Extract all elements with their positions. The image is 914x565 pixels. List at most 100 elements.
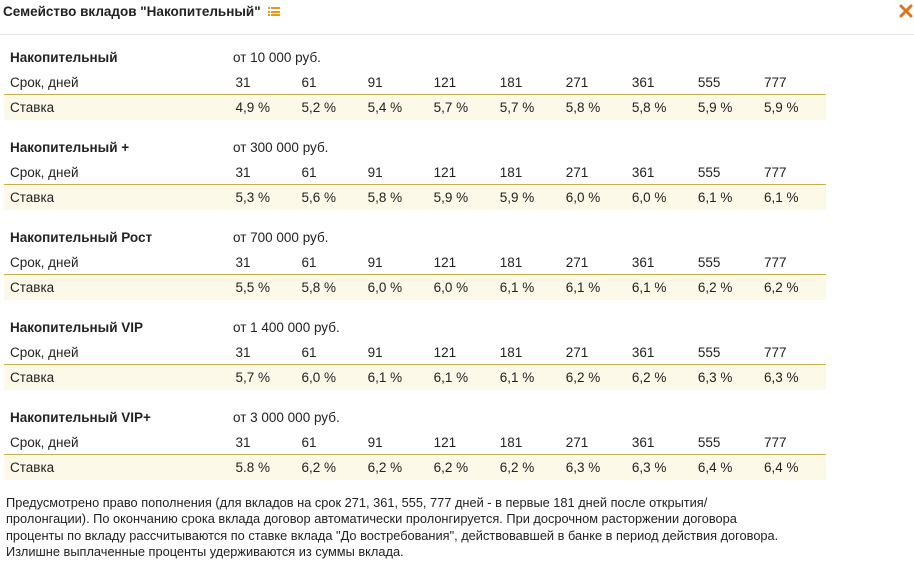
- product-name: Накопительный Рост: [10, 230, 153, 245]
- rate-value: 6,4 %: [697, 460, 733, 475]
- product-name-row: Накопительный VIP от 1 400 000 руб.: [4, 315, 826, 340]
- rate-value: 6,1 %: [499, 280, 535, 295]
- term-value: 777: [763, 164, 787, 180]
- product-name: Накопительный: [10, 50, 118, 65]
- term-value: 121: [433, 164, 457, 180]
- term-value: 777: [763, 344, 787, 360]
- rate-value: 6,0 %: [433, 280, 469, 295]
- rate-row: Ставка 5,7 % 6,0 % 6,1 % 6,1 % 6,1 % 6,2 % 6,2 …: [4, 365, 826, 390]
- product-name: Накопительный +: [10, 140, 130, 155]
- product-name: Накопительный VIP+: [10, 410, 151, 425]
- product-min-amount: от 700 000 руб.: [233, 230, 329, 245]
- list-icon[interactable]: [267, 7, 280, 16]
- term-value: 181: [499, 164, 523, 180]
- term-value: 61: [301, 344, 317, 360]
- dialog-title: Семейство вкладов "Накопительный": [3, 4, 280, 19]
- term-value: 361: [631, 434, 655, 450]
- deposit-product: Накопительный + от 300 000 руб. Срок, дней…: [4, 135, 826, 225]
- term-value: 555: [697, 74, 721, 90]
- rate-value: 6,1 %: [433, 370, 469, 385]
- note-line: Предусмотрено право пополнения (для вкла…: [6, 495, 708, 510]
- close-button[interactable]: [898, 2, 914, 20]
- rate-row: Ставка 4,9 % 5,2 % 5,4 % 5,7 % 5,7 % 5,8 % 5,8 …: [4, 95, 826, 120]
- rate-value: 6,1 %: [631, 280, 667, 295]
- deposit-product: Накопительный Рост от 700 000 руб. Срок, д…: [4, 225, 826, 315]
- term-value: 61: [301, 164, 317, 180]
- term-value: 361: [631, 344, 655, 360]
- term-value: 61: [301, 434, 317, 450]
- rate-value: 6,2 %: [367, 460, 403, 475]
- deposit-product: Накопительный от 10 000 руб. Срок, дней 31 6…: [4, 45, 826, 135]
- term-value: 121: [433, 74, 457, 90]
- product-name-row: Накопительный от 10 000 руб.: [4, 45, 826, 70]
- term-row: Срок, дней 31 61 91 121 181 271 361 555 777: [4, 160, 826, 185]
- term-label: Срок, дней: [10, 74, 79, 90]
- rate-value: 6,2 %: [697, 280, 733, 295]
- rate-value: 5,3 %: [235, 190, 270, 205]
- term-value: 777: [763, 434, 787, 450]
- rate-value: 6,3 %: [697, 370, 733, 385]
- rate-row: Ставка 5,5 % 5,8 % 6,0 % 6,0 % 6,1 % 6,1 % 6,1 …: [4, 275, 826, 300]
- close-icon[interactable]: [898, 2, 914, 20]
- dialog-header: Семейство вкладов "Накопительный": [0, 0, 914, 35]
- term-value: 121: [433, 254, 457, 270]
- rate-value: 6,1 %: [499, 370, 535, 385]
- rate-value: 5,4 %: [367, 100, 403, 115]
- term-value: 555: [697, 254, 721, 270]
- term-value: 31: [235, 74, 251, 90]
- rate-label: Ставка: [10, 280, 55, 295]
- rate-value: 6,2 %: [763, 280, 799, 295]
- product-min-amount: от 3 000 000 руб.: [233, 410, 340, 425]
- term-value: 271: [565, 344, 589, 360]
- rate-value: 5,9 %: [763, 100, 799, 115]
- rate-value: 6,1 %: [763, 190, 799, 205]
- note-line: Излишне выплаченные проценты удерживаютс…: [6, 544, 404, 560]
- term-value: 121: [433, 344, 457, 360]
- term-value: 777: [763, 254, 787, 270]
- rate-value: 5,7 %: [235, 370, 270, 385]
- product-name-row: Накопительный VIP+ от 3 000 000 руб.: [4, 405, 826, 430]
- rate-value: 6,2 %: [565, 370, 601, 385]
- note-line: проценты по вкладу рассчитываются по ста…: [6, 527, 779, 543]
- rate-value: 6,2 %: [631, 370, 667, 385]
- rate-value: 5,7 %: [499, 100, 535, 115]
- rate-value: 4,9 %: [235, 100, 270, 115]
- term-value: 31: [235, 254, 251, 270]
- dialog-title-text: Семейство вкладов "Накопительный": [3, 4, 261, 19]
- rate-value: 6,2 %: [301, 460, 337, 475]
- term-value: 91: [367, 344, 383, 360]
- rate-value: 5,8 %: [631, 100, 667, 115]
- term-label: Срок, дней: [10, 434, 79, 450]
- term-row: Срок, дней 31 61 91 121 181 271 361 555 777: [4, 250, 826, 275]
- rate-value: 6,1 %: [565, 280, 601, 295]
- term-value: 361: [631, 74, 655, 90]
- term-value: 181: [499, 74, 523, 90]
- rate-value: 5,5 %: [235, 280, 270, 295]
- term-value: 181: [499, 254, 523, 270]
- rate-value: 6,3 %: [631, 460, 667, 475]
- deposit-product: Накопительный VIP от 1 400 000 руб. Срок, …: [4, 315, 826, 405]
- term-value: 271: [565, 164, 589, 180]
- note-line: пролонгации). По окончанию срока вклада …: [6, 511, 737, 527]
- rate-row: Ставка 5.8 % 6,2 % 6,2 % 6,2 % 6,2 % 6,3 % 6,3 …: [4, 455, 826, 480]
- rate-value: 5,8 %: [301, 280, 337, 295]
- term-value: 91: [367, 74, 383, 90]
- rate-value: 5,8 %: [367, 190, 403, 205]
- rate-value: 5,9 %: [697, 100, 733, 115]
- term-value: 181: [499, 344, 523, 360]
- term-value: 91: [367, 164, 383, 180]
- term-value: 271: [565, 254, 589, 270]
- term-value: 271: [565, 434, 589, 450]
- product-min-amount: от 10 000 руб.: [233, 50, 321, 65]
- term-label: Срок, дней: [10, 164, 79, 180]
- term-value: 181: [499, 434, 523, 450]
- rate-label: Ставка: [10, 190, 55, 205]
- terms-note: Предусмотрено право пополнения (для вкла…: [6, 495, 911, 561]
- rate-value: 6,4 %: [763, 460, 799, 475]
- rate-value: 5,2 %: [301, 100, 337, 115]
- rate-value: 6,0 %: [367, 280, 403, 295]
- product-name: Накопительный VIP: [10, 320, 144, 335]
- term-value: 361: [631, 164, 655, 180]
- term-value: 91: [367, 434, 383, 450]
- rate-value: 6,3 %: [565, 460, 601, 475]
